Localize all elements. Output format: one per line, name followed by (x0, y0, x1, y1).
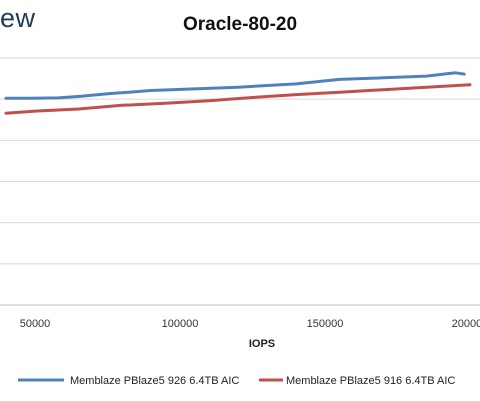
x-axis-label: IOPS (249, 338, 275, 350)
x-tick-label: 200000 (452, 318, 480, 330)
chart-title: Oracle-80-20 (182, 14, 298, 35)
x-tick-label: 50000 (20, 318, 51, 330)
x-tick-label: 100000 (162, 318, 199, 330)
series-line-1 (4, 71, 466, 100)
brand-logo-text: ew (0, 3, 36, 33)
legend: Memblaze PBlaze5 926 6.4TB AIC Memblaze … (18, 375, 455, 387)
legend-label-series-1: Memblaze PBlaze5 926 6.4TB AIC (70, 375, 239, 387)
x-tick-label: 150000 (307, 318, 344, 330)
legend-label-series-2: Memblaze PBlaze5 916 6.4TB AIC (286, 375, 455, 387)
series-line-2 (4, 83, 472, 115)
